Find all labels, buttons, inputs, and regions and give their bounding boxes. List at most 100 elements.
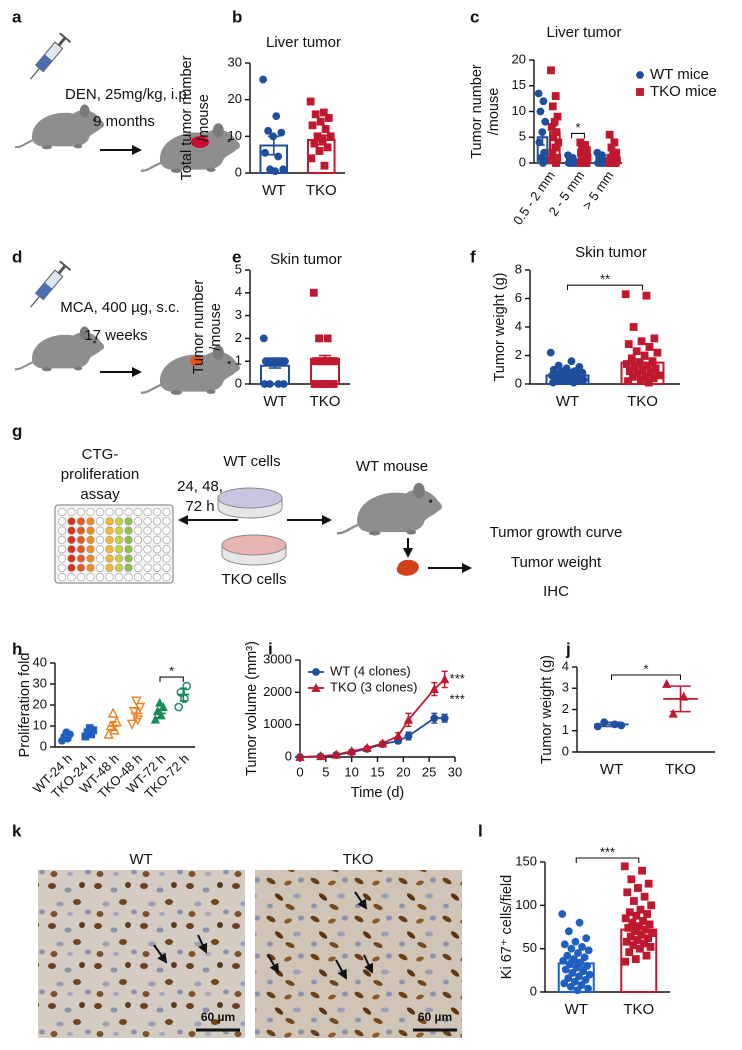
data-point [570, 977, 579, 986]
data-point [539, 159, 547, 167]
data-point [323, 334, 332, 343]
y-tick-label: 0 [285, 748, 292, 763]
y-tick-label: 0 [235, 375, 242, 390]
data-point [584, 946, 593, 955]
data-point [642, 951, 651, 960]
data-point [558, 910, 567, 918]
data-point [321, 380, 330, 388]
x-tick-label: 10 [344, 764, 358, 779]
well [133, 572, 143, 582]
y-tick-label: 0 [40, 738, 47, 753]
data-point [634, 884, 642, 892]
x-tick-label: TKO [665, 761, 696, 778]
significance-bracket [575, 857, 640, 863]
data-point [548, 102, 557, 111]
data-point [624, 923, 633, 932]
readout: IHC [543, 583, 569, 600]
data-point [318, 136, 327, 144]
data-point [581, 975, 590, 984]
well [124, 554, 133, 563]
well [76, 517, 86, 526]
well [162, 554, 171, 563]
y-tick-label: 0 [562, 743, 569, 758]
data-point [440, 674, 450, 684]
well [133, 563, 143, 572]
y-tick-label: 4 [515, 318, 522, 333]
y-tick-label: 5 [235, 261, 242, 276]
y-tick-label: 15 [512, 77, 526, 92]
data-point [569, 378, 578, 387]
data-point [578, 943, 586, 951]
y-tick-label: 10 [33, 717, 47, 732]
data-point [264, 126, 273, 135]
well [67, 572, 76, 582]
arrow [197, 934, 208, 954]
data-point [534, 89, 543, 98]
y-axis-label: Tumor weight (g) [492, 272, 508, 381]
well [114, 507, 124, 517]
legend-marker [311, 682, 321, 692]
data-point [329, 380, 338, 388]
dish [217, 487, 283, 519]
data-point [581, 159, 590, 167]
x-tick-label: 15 [370, 764, 384, 779]
well [95, 517, 105, 526]
well [114, 517, 124, 526]
y-tick-label: 20 [512, 51, 526, 66]
data-point [629, 897, 638, 905]
well [86, 545, 95, 554]
data-point [560, 979, 569, 988]
y-tick-label: 150 [515, 853, 537, 868]
data-point [567, 357, 576, 366]
data-point [624, 340, 633, 348]
significance-bracket [570, 132, 586, 139]
well [133, 535, 143, 545]
well [105, 526, 114, 535]
y-axis-label: Total tumor number [179, 55, 195, 180]
data-point [625, 948, 634, 957]
y-tick-label: 2 [515, 347, 522, 362]
y-tick-label: 0 [235, 164, 242, 179]
y-axis-label: Tumor number [191, 280, 207, 375]
well [114, 572, 124, 582]
significance-bracket [566, 284, 644, 291]
data-point [629, 372, 637, 381]
data-point [324, 114, 333, 122]
x-axis-label: Time (d) [351, 785, 404, 801]
panel-letter: i [268, 639, 273, 658]
image-label: TKO [343, 851, 374, 868]
data-point [644, 378, 653, 387]
x-tick-label: 0 [296, 764, 303, 779]
well [57, 545, 67, 554]
well [124, 517, 133, 526]
assay-label: assay [80, 486, 120, 503]
data-point [131, 696, 142, 707]
well [95, 507, 105, 517]
panel-letter: b [232, 7, 242, 26]
y-tick-label: 30 [228, 54, 242, 69]
well [152, 563, 162, 572]
panel-letter: k [12, 821, 22, 840]
y-tick-label: 8 [515, 261, 522, 276]
assay-label: CTG- [82, 446, 119, 463]
y-tick-label: 0 [515, 375, 522, 390]
well [105, 535, 114, 545]
data-point [645, 343, 654, 351]
well [162, 535, 171, 545]
well [67, 554, 76, 563]
panel-letter: f [470, 247, 476, 266]
data-point [623, 888, 632, 897]
y-tick-label: 6 [515, 290, 522, 305]
data-point [107, 707, 119, 718]
data-point [307, 154, 316, 163]
data-point [430, 714, 439, 723]
well [114, 563, 124, 572]
data-point [621, 290, 630, 299]
data-point [574, 949, 582, 957]
x-tick-label: WT [263, 393, 286, 410]
well [57, 507, 67, 517]
data-point [309, 288, 318, 297]
data-point [643, 910, 652, 918]
duration: 9 months [93, 113, 155, 130]
dish [221, 534, 287, 566]
